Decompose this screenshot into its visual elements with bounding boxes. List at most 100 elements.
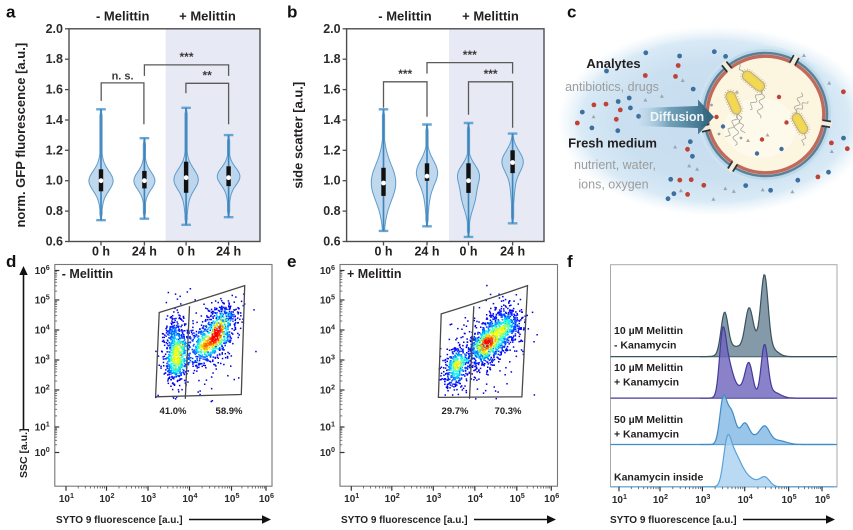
svg-text:0 h: 0 h — [374, 245, 392, 259]
svg-text:2: 2 — [664, 492, 668, 501]
svg-text:b: b — [287, 3, 297, 22]
svg-text:6: 6 — [46, 263, 50, 272]
svg-text:10: 10 — [738, 495, 750, 506]
svg-text:***: *** — [484, 67, 498, 81]
svg-text:1.0: 1.0 — [323, 174, 340, 188]
svg-text:ions, oxygen: ions, oxygen — [578, 178, 648, 192]
svg-text:10: 10 — [320, 296, 332, 307]
svg-text:10: 10 — [141, 494, 153, 505]
svg-text:2.0: 2.0 — [46, 22, 63, 36]
svg-text:10: 10 — [35, 356, 47, 367]
svg-text:- Melittin: - Melittin — [378, 9, 431, 24]
svg-text:norm. GFP fluorescence [a.u.]: norm. GFP fluorescence [a.u.] — [13, 43, 28, 228]
svg-text:10: 10 — [320, 326, 332, 337]
svg-text:0 h: 0 h — [92, 245, 110, 259]
svg-text:0 h: 0 h — [459, 245, 477, 259]
svg-text:0: 0 — [46, 445, 50, 454]
svg-text:10: 10 — [344, 494, 356, 505]
svg-text:1: 1 — [70, 491, 74, 500]
svg-text:10: 10 — [182, 494, 194, 505]
svg-text:10: 10 — [59, 494, 71, 505]
svg-text:10: 10 — [320, 356, 332, 367]
svg-text:10: 10 — [653, 495, 665, 506]
svg-text:1.4: 1.4 — [46, 113, 63, 127]
svg-text:4: 4 — [331, 323, 335, 332]
svg-text:f: f — [567, 252, 573, 271]
svg-text:1.0: 1.0 — [46, 174, 63, 188]
svg-text:10: 10 — [320, 386, 332, 397]
svg-text:0: 0 — [331, 445, 335, 454]
svg-text:24 h: 24 h — [216, 245, 241, 259]
svg-text:50 µM Melittin: 50 µM Melittin — [614, 414, 683, 426]
svg-text:24 h: 24 h — [500, 245, 525, 259]
svg-text:10 µM Melittin: 10 µM Melittin — [614, 325, 683, 337]
svg-text:70.3%: 70.3% — [495, 406, 522, 417]
svg-text:1: 1 — [331, 420, 335, 429]
svg-text:10: 10 — [510, 494, 522, 505]
svg-text:- Melittin: - Melittin — [96, 9, 149, 24]
svg-text:SSC [a.u.]: SSC [a.u.] — [18, 428, 30, 478]
svg-text:SYTO 9 fluorescence [a.u.]: SYTO 9 fluorescence [a.u.] — [341, 515, 468, 526]
svg-text:5: 5 — [793, 492, 797, 501]
svg-text:10: 10 — [695, 495, 707, 506]
svg-text:10: 10 — [426, 494, 438, 505]
svg-text:10: 10 — [224, 494, 236, 505]
svg-text:+ Melittin: + Melittin — [179, 9, 236, 24]
svg-text:4: 4 — [194, 491, 198, 500]
svg-text:10: 10 — [35, 448, 47, 459]
svg-text:10: 10 — [35, 266, 47, 277]
svg-text:2: 2 — [396, 491, 400, 500]
svg-text:2: 2 — [111, 491, 115, 500]
svg-text:10: 10 — [385, 494, 397, 505]
svg-text:+ Melittin: + Melittin — [462, 9, 519, 24]
svg-text:1: 1 — [46, 420, 50, 429]
svg-text:6: 6 — [331, 263, 335, 272]
svg-text:41.0%: 41.0% — [160, 406, 187, 417]
svg-text:***: *** — [463, 48, 477, 62]
svg-text:c: c — [567, 3, 576, 22]
svg-text:d: d — [6, 252, 16, 271]
svg-text:1.6: 1.6 — [323, 83, 340, 97]
svg-text:6: 6 — [555, 491, 559, 500]
svg-text:3: 3 — [152, 491, 156, 500]
svg-text:2: 2 — [46, 383, 50, 392]
svg-text:2.0: 2.0 — [323, 22, 340, 36]
svg-text:0.6: 0.6 — [46, 235, 63, 249]
svg-text:n. s.: n. s. — [112, 71, 134, 83]
svg-text:**: ** — [203, 69, 213, 83]
svg-text:- Melittin: - Melittin — [62, 267, 113, 281]
svg-text:0 h: 0 h — [177, 245, 195, 259]
svg-text:3: 3 — [331, 353, 335, 362]
svg-text:10: 10 — [320, 423, 332, 434]
svg-text:1.8: 1.8 — [46, 52, 63, 66]
svg-text:1.6: 1.6 — [46, 83, 63, 97]
svg-text:Analytes: Analytes — [586, 56, 640, 71]
svg-text:10: 10 — [35, 296, 47, 307]
svg-text:0.8: 0.8 — [323, 204, 340, 218]
svg-text:0.8: 0.8 — [46, 204, 63, 218]
svg-text:0.6: 0.6 — [323, 235, 340, 249]
svg-text:SYTO 9 fluorescence [a.u.]: SYTO 9 fluorescence [a.u.] — [56, 515, 183, 526]
svg-text:***: *** — [179, 50, 193, 64]
svg-text:24 h: 24 h — [414, 245, 439, 259]
svg-text:6: 6 — [826, 492, 830, 501]
svg-text:side scatter [a.u.]: side scatter [a.u.] — [291, 82, 306, 189]
svg-text:4: 4 — [46, 323, 50, 332]
svg-text:Fresh medium: Fresh medium — [568, 136, 657, 151]
svg-text:10: 10 — [544, 494, 556, 505]
svg-text:5: 5 — [236, 491, 240, 500]
svg-text:10: 10 — [99, 494, 111, 505]
svg-text:10: 10 — [320, 266, 332, 277]
svg-text:+ Kanamycin: + Kanamycin — [614, 429, 679, 441]
svg-text:Diffusion: Diffusion — [650, 110, 704, 124]
svg-text:24 h: 24 h — [132, 245, 157, 259]
svg-text:+ Kanamycin: + Kanamycin — [614, 377, 679, 389]
svg-text:2: 2 — [331, 383, 335, 392]
svg-text:10: 10 — [815, 495, 827, 506]
svg-text:5: 5 — [331, 293, 335, 302]
svg-text:nutrient, water,: nutrient, water, — [574, 158, 656, 172]
svg-text:10: 10 — [468, 494, 480, 505]
svg-text:5: 5 — [521, 491, 525, 500]
svg-text:a: a — [6, 3, 16, 22]
svg-text:Kanamycin inside: Kanamycin inside — [614, 472, 703, 484]
